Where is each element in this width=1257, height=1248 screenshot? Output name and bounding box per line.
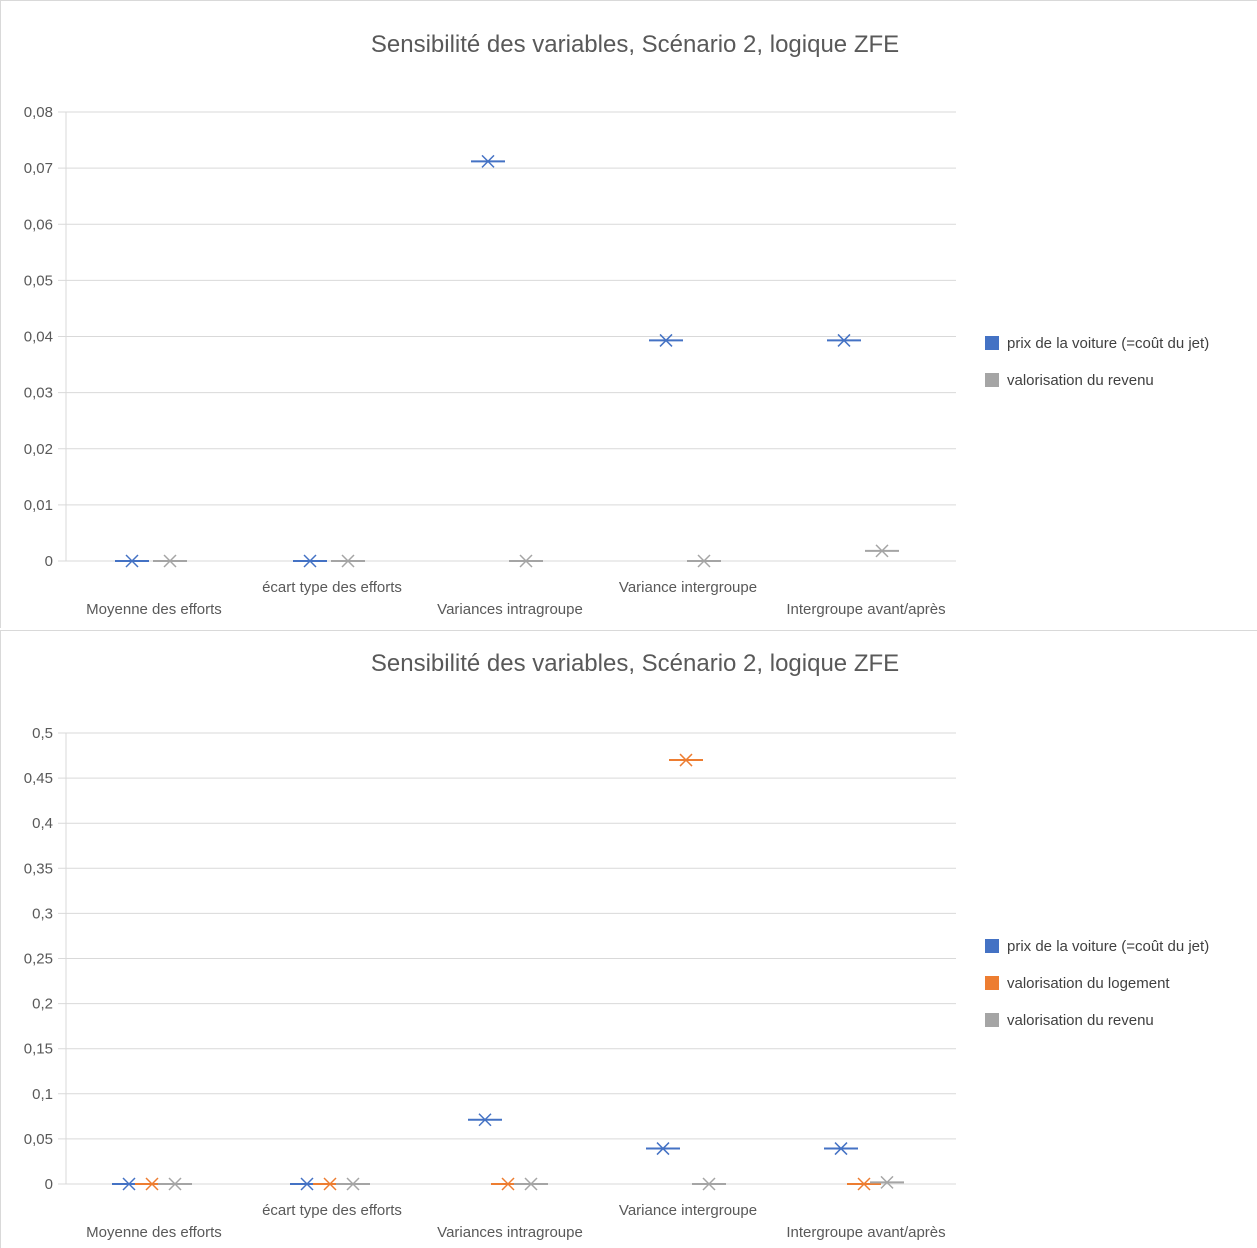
chart-title: Sensibilité des variables, Scénario 2, l…: [371, 650, 899, 677]
y-tick-label: 0,5: [32, 725, 53, 742]
data-point-marker: [649, 333, 683, 347]
y-tick-label: 0,08: [24, 104, 53, 121]
data-point-marker: [669, 753, 703, 767]
data-point-marker: [115, 554, 149, 568]
x-category-label: Moyenne des efforts: [86, 601, 222, 618]
legend-label: valorisation du revenu: [1007, 372, 1154, 389]
data-point-marker: [692, 1177, 726, 1191]
legend-swatch: [985, 373, 999, 387]
legend-label: prix de la voiture (=coût du jet): [1007, 335, 1209, 352]
chart-top-svg: Sensibilité des variables, Scénario 2, l…: [24, 31, 1209, 618]
y-tick-label: 0,1: [32, 1086, 53, 1103]
y-tick-label: 0,03: [24, 385, 53, 402]
legend-label: valorisation du logement: [1007, 975, 1170, 992]
y-tick-label: 0: [45, 553, 53, 570]
y-tick-label: 0,35: [24, 860, 53, 877]
y-tick-label: 0,06: [24, 216, 53, 233]
data-point-marker: [514, 1177, 548, 1191]
y-tick-label: 0,07: [24, 160, 53, 177]
data-point-marker: [827, 333, 861, 347]
x-category-label: Intergroupe avant/après: [786, 1224, 945, 1241]
data-point-marker: [158, 1177, 192, 1191]
data-point-marker: [847, 1177, 881, 1191]
data-point-marker: [687, 554, 721, 568]
y-tick-label: 0,01: [24, 497, 53, 514]
data-point-marker: [509, 554, 543, 568]
data-point-marker: [293, 554, 327, 568]
y-tick-label: 0,02: [24, 441, 53, 458]
y-tick-label: 0,25: [24, 951, 53, 968]
y-tick-label: 0: [45, 1176, 53, 1193]
data-point-marker: [468, 1113, 502, 1127]
data-point-marker: [646, 1142, 680, 1156]
legend-label: valorisation du revenu: [1007, 1012, 1154, 1029]
data-point-marker: [865, 544, 899, 558]
data-point-marker: [331, 554, 365, 568]
x-category-label: Variances intragroupe: [437, 1224, 583, 1241]
legend-label: prix de la voiture (=coût du jet): [1007, 938, 1209, 955]
y-tick-label: 0,04: [24, 329, 53, 346]
data-point-marker: [153, 554, 187, 568]
y-tick-label: 0,05: [24, 1131, 53, 1148]
legend-swatch: [985, 939, 999, 953]
y-tick-label: 0,05: [24, 272, 53, 289]
chart-bottom: Sensibilité des variables, Scénario 2, l…: [0, 630, 1257, 1248]
chart-top: Sensibilité des variables, Scénario 2, l…: [0, 0, 1257, 628]
data-point-marker: [824, 1142, 858, 1156]
x-category-label: Moyenne des efforts: [86, 1224, 222, 1241]
chart-bottom-svg: Sensibilité des variables, Scénario 2, l…: [24, 650, 1209, 1241]
legend-swatch: [985, 1013, 999, 1027]
x-category-label: Variances intragroupe: [437, 601, 583, 618]
y-tick-label: 0,4: [32, 815, 53, 832]
chart-title: Sensibilité des variables, Scénario 2, l…: [371, 31, 899, 58]
data-point-marker: [870, 1175, 904, 1189]
legend-swatch: [985, 976, 999, 990]
y-tick-label: 0,15: [24, 1041, 53, 1058]
y-tick-label: 0,3: [32, 905, 53, 922]
y-tick-label: 0,45: [24, 770, 53, 787]
x-category-label: Variance intergroupe: [619, 1202, 757, 1219]
x-category-label: Intergroupe avant/après: [786, 601, 945, 618]
x-category-label: écart type des efforts: [262, 1202, 402, 1219]
y-tick-label: 0,2: [32, 996, 53, 1013]
legend-swatch: [985, 336, 999, 350]
data-point-marker: [336, 1177, 370, 1191]
data-point-marker: [471, 154, 505, 168]
x-category-label: Variance intergroupe: [619, 579, 757, 596]
x-category-label: écart type des efforts: [262, 579, 402, 596]
